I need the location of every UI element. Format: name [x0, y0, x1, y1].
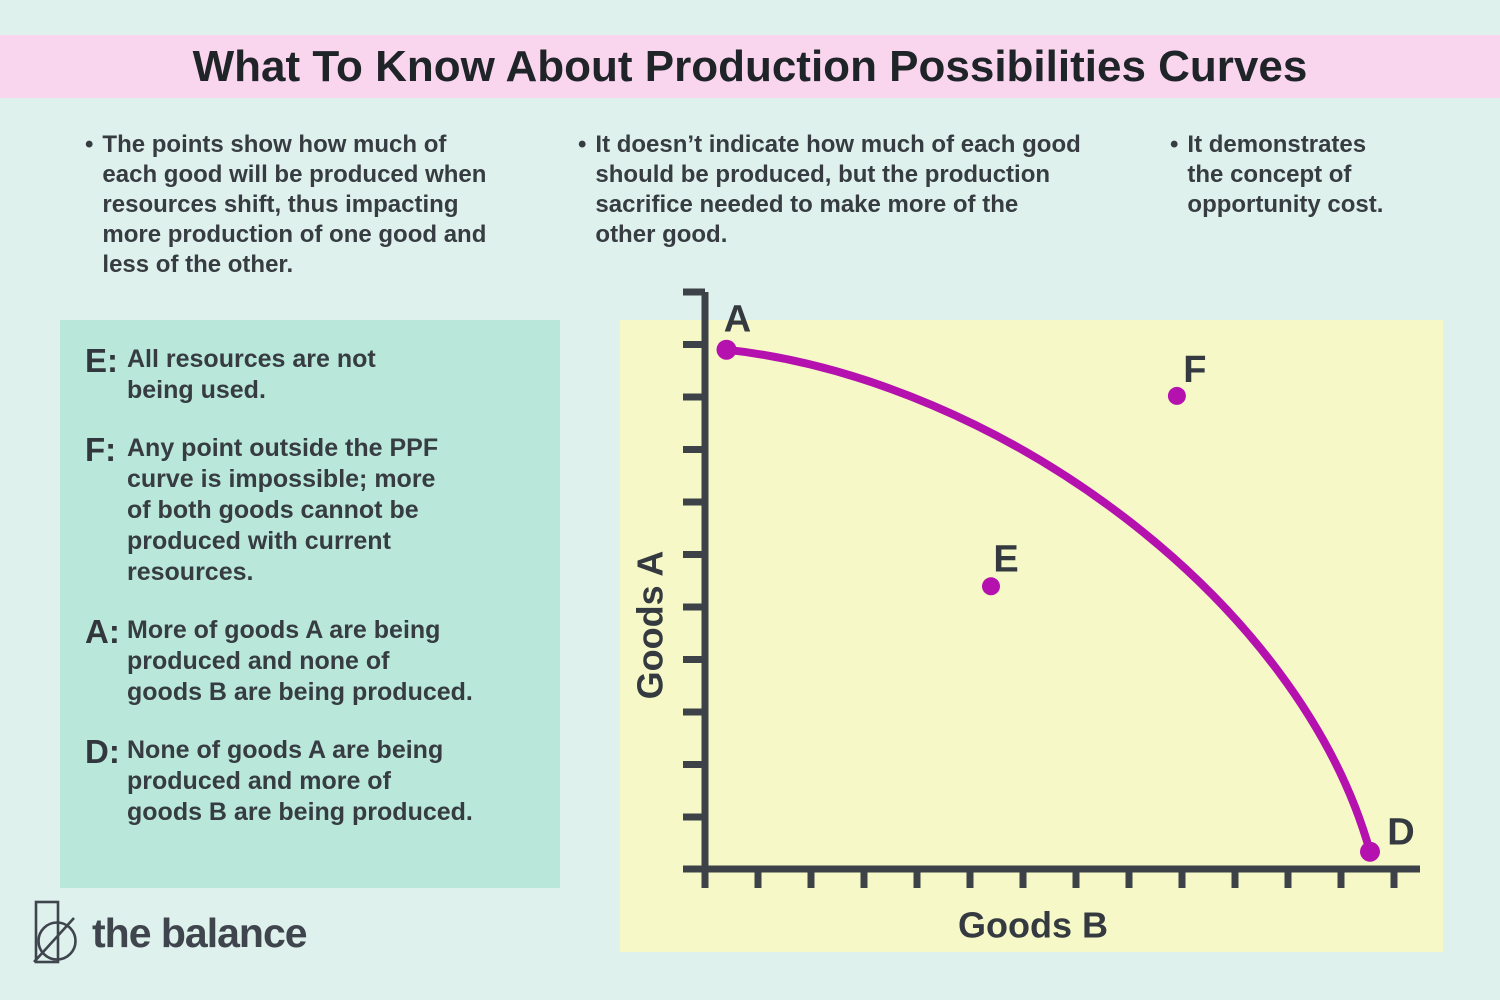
key-text: All resources are not being used.: [127, 345, 376, 404]
chart-plot-bg: [620, 320, 1443, 952]
page-title: What To Know About Production Possibilit…: [192, 41, 1308, 91]
point-F-label: F: [1183, 349, 1206, 391]
key-label: D:: [85, 733, 120, 770]
key-item-E: E: All resources are not being used.: [85, 344, 550, 406]
bullet-text: It doesn’t indicate how much of each goo…: [595, 131, 1081, 248]
title-band: What To Know About Production Possibilit…: [0, 35, 1500, 98]
bullet-item-points: • The points show how much of each good …: [85, 130, 535, 280]
bullet-item-sacrifice: • It doesn’t indicate how much of each g…: [578, 130, 1138, 250]
key-text: Any point outside the PPF curve is impos…: [127, 434, 439, 586]
point-D-dot: [1360, 841, 1380, 862]
bullet-marker: •: [85, 131, 94, 158]
key-item-A: A: More of goods A are being produced an…: [85, 615, 550, 708]
key-label: A:: [85, 613, 120, 650]
bullet-item-opportunity-cost: • It demonstrates the concept of opportu…: [1170, 130, 1450, 220]
balance-logo-icon: [33, 900, 77, 964]
point-A-label: A: [724, 299, 751, 341]
bullet-marker: •: [1170, 131, 1179, 158]
key-item-F: F: Any point outside the PPF curve is im…: [85, 433, 550, 588]
bullet-marker: •: [578, 131, 587, 158]
bullet-text: It demonstrates the concept of opportuni…: [1187, 131, 1384, 218]
key-item-D: D: None of goods A are being produced an…: [85, 735, 550, 828]
key-text: More of goods A are being produced and n…: [127, 616, 473, 706]
point-A-dot: [716, 339, 737, 360]
x-ticks: [701, 869, 1398, 888]
bullet-text: The points show how much of each good wi…: [102, 131, 487, 278]
point-E-dot: [982, 577, 1000, 596]
x-axis-label: Goods B: [958, 905, 1108, 946]
key-label: E:: [85, 342, 118, 379]
brand-logo-text: the balance: [92, 909, 308, 956]
y-ticks: [683, 341, 705, 821]
chart-area: A E F D Goods A Goods B: [620, 280, 1443, 952]
chart-axes: [683, 288, 1420, 888]
key-text: None of goods A are being produced and m…: [127, 736, 473, 826]
brand-logo: the balance: [33, 899, 308, 967]
key-label: F:: [85, 431, 117, 468]
point-E-label: E: [993, 538, 1018, 580]
point-D-label: D: [1387, 812, 1414, 854]
y-axis-label: Goods A: [630, 551, 671, 700]
ppf-chart-svg: A E F D Goods A Goods B: [620, 288, 1443, 952]
ppf-curve: [722, 345, 1374, 856]
point-F-dot: [1167, 386, 1186, 405]
point-definitions-box: E: All resources are not being used. F: …: [60, 320, 560, 888]
chart-points: A E F D: [716, 299, 1415, 862]
